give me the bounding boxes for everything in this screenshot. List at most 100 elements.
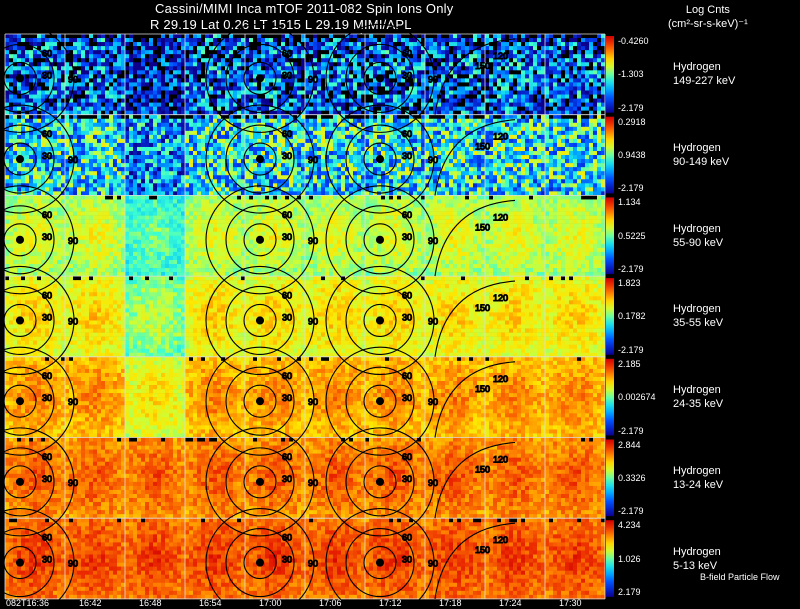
heatmap-cell bbox=[49, 114, 54, 120]
heatmap-cell bbox=[185, 130, 190, 136]
heatmap-cell bbox=[173, 126, 178, 132]
heatmap-cell bbox=[89, 179, 94, 184]
heatmap-cell bbox=[257, 34, 262, 39]
heatmap-cell bbox=[149, 175, 154, 180]
heatmap-cell bbox=[409, 130, 414, 136]
heatmap-cell bbox=[277, 167, 282, 172]
heatmap-cell bbox=[273, 110, 278, 115]
heatmap-cell bbox=[189, 82, 194, 87]
heatmap-cell bbox=[337, 74, 342, 79]
heatmap-cell bbox=[413, 90, 418, 95]
heatmap-cell bbox=[49, 179, 54, 184]
heatmap-cell bbox=[281, 58, 286, 63]
heatmap-cell bbox=[77, 122, 82, 128]
heatmap-cell bbox=[289, 122, 294, 128]
heatmap-cell bbox=[309, 155, 314, 160]
heatmap-cell bbox=[593, 70, 598, 75]
heatmap-cell bbox=[105, 167, 110, 172]
heatmap-cell bbox=[561, 38, 566, 43]
heatmap-cell bbox=[525, 106, 530, 111]
heatmap-cell bbox=[85, 58, 90, 63]
heatmap-cell bbox=[89, 142, 94, 148]
heatmap-cell bbox=[253, 98, 258, 103]
heatmap-cell bbox=[141, 66, 146, 71]
heatmap-cell bbox=[109, 130, 114, 136]
heatmap-cell bbox=[217, 183, 222, 188]
heatmap-cell bbox=[281, 70, 286, 75]
heatmap-cell bbox=[381, 34, 386, 39]
heatmap-cell bbox=[409, 110, 414, 115]
heatmap-cell bbox=[293, 94, 298, 99]
heatmap-cell bbox=[217, 94, 222, 99]
heatmap-cell bbox=[49, 38, 54, 43]
heatmap-cell bbox=[561, 102, 566, 107]
heatmap-cell bbox=[349, 122, 354, 128]
heatmap-cell bbox=[505, 110, 510, 115]
heatmap-cell bbox=[61, 66, 66, 71]
heatmap-cell bbox=[561, 42, 566, 47]
heatmap-cell bbox=[325, 78, 330, 83]
heatmap-cell bbox=[13, 171, 18, 176]
heatmap-cell bbox=[77, 183, 82, 188]
heatmap-cell bbox=[497, 70, 502, 75]
heatmap-cell bbox=[281, 62, 286, 67]
heatmap-cell bbox=[25, 50, 30, 55]
heatmap-cell bbox=[577, 54, 582, 59]
heatmap-cell bbox=[93, 122, 98, 128]
heatmap-cell bbox=[249, 54, 254, 59]
heatmap-cell bbox=[249, 66, 254, 71]
heatmap-cell bbox=[213, 50, 218, 55]
heatmap-cell bbox=[473, 70, 478, 75]
heatmap-cell bbox=[145, 38, 150, 43]
heatmap-cell bbox=[597, 62, 602, 67]
heatmap-cell bbox=[213, 118, 218, 124]
heatmap-cell bbox=[145, 122, 150, 128]
heatmap-cell bbox=[409, 138, 414, 144]
heatmap-cell bbox=[89, 191, 94, 196]
heatmap-cell bbox=[121, 34, 126, 39]
heatmap-cell bbox=[385, 163, 390, 168]
heatmap-cell bbox=[537, 98, 542, 103]
heatmap-cell bbox=[165, 151, 170, 156]
heatmap-cell bbox=[269, 62, 274, 67]
heatmap-cell bbox=[41, 159, 46, 164]
heatmap-cell bbox=[485, 74, 490, 79]
heatmap-cell bbox=[417, 110, 422, 115]
heatmap-cell bbox=[489, 102, 494, 107]
heatmap-cell bbox=[305, 179, 310, 184]
heatmap-cell bbox=[317, 179, 322, 184]
heatmap-cell bbox=[97, 70, 102, 75]
heatmap-cell bbox=[437, 74, 442, 79]
heatmap-cell bbox=[433, 86, 438, 91]
heatmap-cell bbox=[113, 118, 118, 124]
heatmap-cell bbox=[365, 38, 370, 43]
heatmap-cell bbox=[361, 62, 366, 67]
heatmap-cell bbox=[229, 130, 234, 136]
heatmap-cell bbox=[481, 82, 486, 87]
heatmap-cell bbox=[273, 54, 278, 59]
heatmap-cell bbox=[553, 94, 558, 99]
heatmap-cell bbox=[261, 94, 266, 99]
heatmap-cell bbox=[13, 98, 18, 103]
heatmap-cell bbox=[425, 58, 430, 63]
heatmap-cell bbox=[461, 66, 466, 71]
heatmap-cell bbox=[149, 62, 154, 67]
heatmap-cell bbox=[453, 54, 458, 59]
heatmap-cell bbox=[557, 54, 562, 59]
heatmap-cell bbox=[229, 66, 234, 71]
heatmap-cell bbox=[57, 98, 62, 103]
heatmap-cell bbox=[553, 54, 558, 59]
heatmap-cell bbox=[221, 82, 226, 87]
heatmap-cell bbox=[145, 82, 150, 87]
heatmap-cell bbox=[189, 171, 194, 176]
heatmap-cell bbox=[501, 50, 506, 55]
heatmap-cell bbox=[541, 94, 546, 99]
heatmap-cell bbox=[573, 98, 578, 103]
heatmap-cell bbox=[561, 34, 566, 39]
heatmap-cell bbox=[349, 171, 354, 176]
heatmap-cell bbox=[181, 54, 186, 59]
heatmap-cell bbox=[521, 94, 526, 99]
heatmap-cell bbox=[109, 163, 114, 168]
heatmap-cell bbox=[205, 151, 210, 156]
heatmap-cell bbox=[565, 90, 570, 95]
